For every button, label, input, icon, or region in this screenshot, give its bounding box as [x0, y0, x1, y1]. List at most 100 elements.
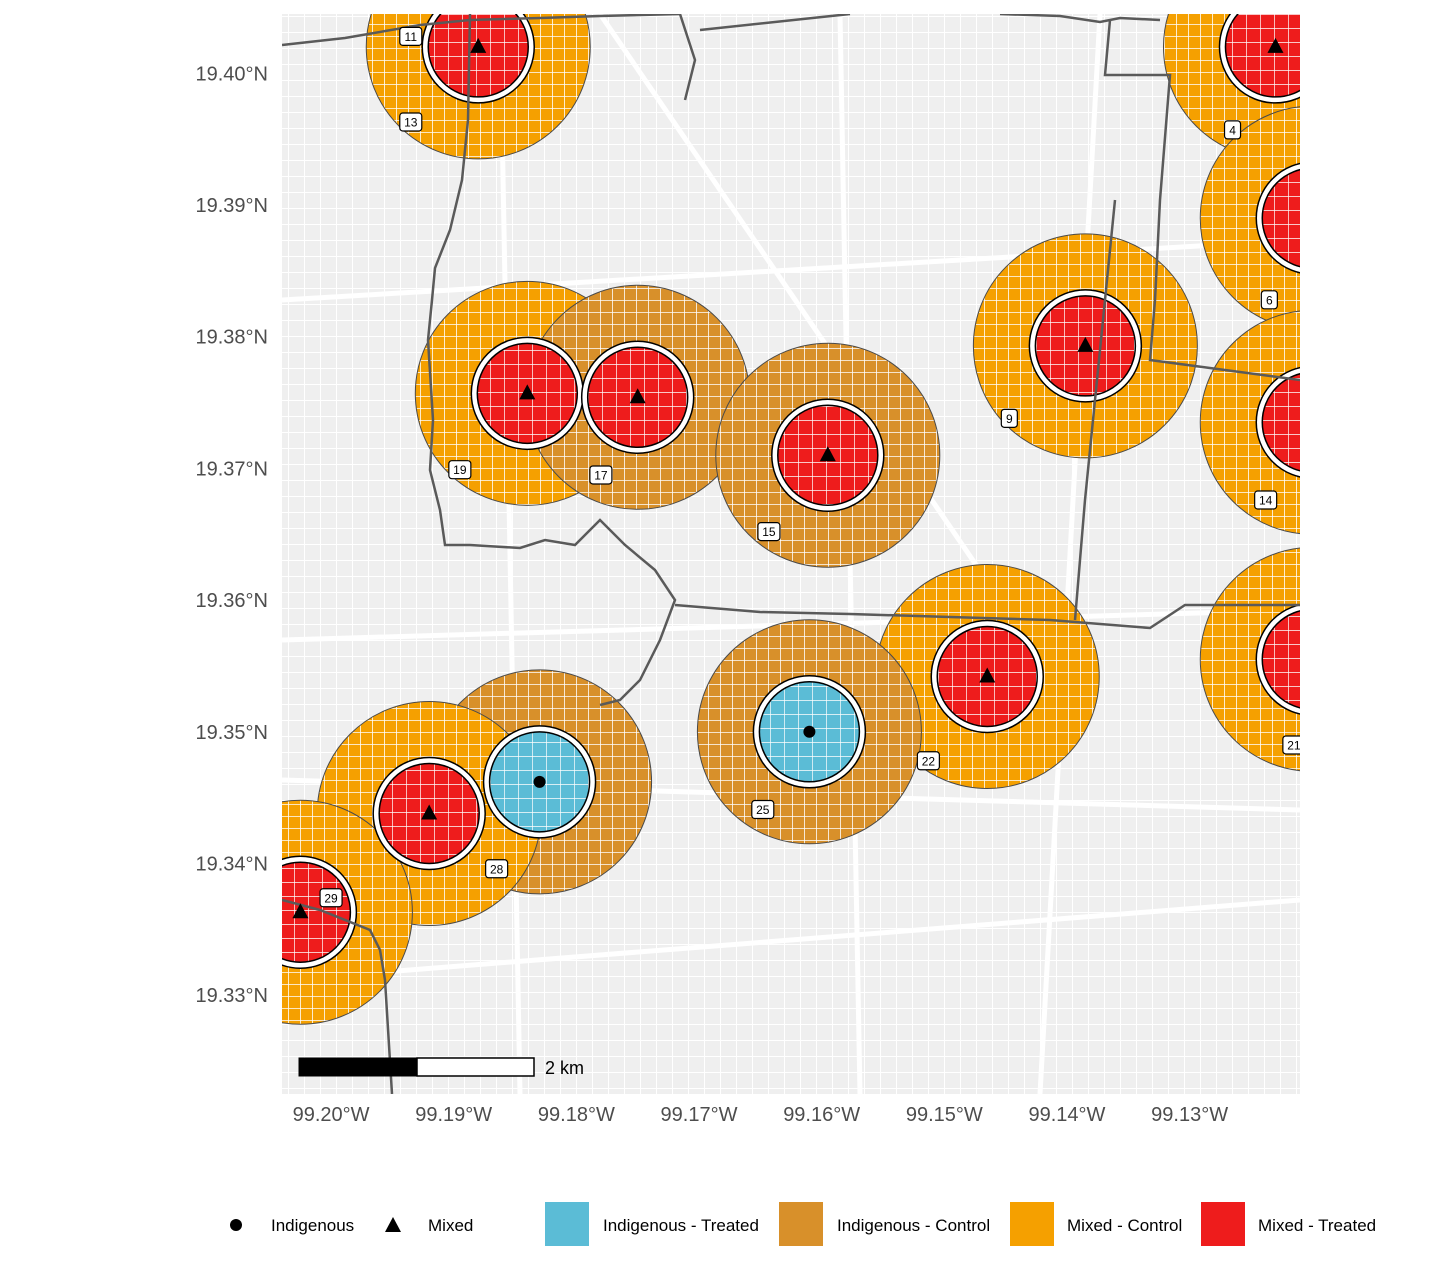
- mixed-marker: [1304, 650, 1320, 665]
- treated-core: [282, 861, 352, 963]
- site-label-19: 19: [448, 460, 472, 480]
- site-label-text: 4: [1229, 123, 1236, 137]
- legend-swatch-indigenous-control: [779, 1202, 823, 1246]
- site-label-text: 21: [1287, 738, 1301, 752]
- site-label-text: 29: [324, 891, 338, 905]
- site-core-21: [1255, 603, 1300, 715]
- lon-tick-label: 99.15°W: [906, 1104, 983, 1126]
- site-label-box: [916, 751, 940, 771]
- lon-tick-label: 99.14°W: [1028, 1104, 1105, 1126]
- mixed-marker: [292, 903, 309, 919]
- site-label-box: [1223, 120, 1242, 140]
- treated-core: [1224, 14, 1300, 98]
- lat-tick-label: 19.34°N: [196, 854, 269, 876]
- lat-tick-label: 19.38°N: [196, 327, 269, 349]
- legend-swatch-mixed-treated: [1201, 1202, 1245, 1246]
- lon-tick-label: 99.16°W: [783, 1104, 860, 1126]
- site-label-box: [448, 460, 472, 480]
- mixed-marker: [1304, 209, 1320, 224]
- site-label-text: 6: [1266, 293, 1273, 307]
- lat-tick-label: 19.40°N: [196, 63, 269, 85]
- site-markers: [292, 37, 1320, 919]
- lon-tick-label: 99.13°W: [1151, 1104, 1228, 1126]
- mixed-marker: [470, 37, 487, 53]
- lat-tick-label: 19.36°N: [196, 590, 269, 612]
- site-label-box: [1000, 408, 1018, 428]
- site-labels: 11 13 4 6 19 17 15 9 14 21 22 25 28 29: [319, 26, 1301, 908]
- mixed-marker: [1304, 413, 1320, 428]
- site-label-box: [1282, 735, 1300, 755]
- legend-label-mixed: Mixed: [428, 1216, 473, 1235]
- treated-core: [1261, 610, 1300, 709]
- legend-swatch-mixed-control: [1010, 1202, 1054, 1246]
- site-label-text: 13: [404, 116, 418, 130]
- site-label-15: 15: [757, 522, 781, 542]
- lat-tick-label: 19.39°N: [196, 195, 269, 217]
- scale-bar-label: 2 km: [545, 1058, 584, 1078]
- site-label-text: 15: [762, 525, 776, 539]
- scale-bar: 2 km: [298, 1057, 584, 1078]
- mixed-marker: [629, 388, 646, 404]
- site-label-box: [757, 522, 781, 542]
- legend-label-indigenous: Indigenous: [271, 1216, 354, 1235]
- site-label-22: 22: [916, 751, 940, 771]
- site-label-box: [319, 888, 343, 908]
- lon-tick-label: 99.20°W: [293, 1104, 370, 1126]
- lon-tick-label: 99.18°W: [538, 1104, 615, 1126]
- site-core-11: [421, 14, 535, 104]
- site-label-box: [485, 859, 509, 879]
- site-core-4: [1218, 14, 1300, 104]
- legend-mixed-triangle-icon: [385, 1217, 401, 1232]
- mixed-marker: [979, 667, 996, 683]
- site-label-11: 11: [399, 26, 423, 46]
- lon-tick-label: 99.19°W: [415, 1104, 492, 1126]
- site-buffer-14: [1199, 310, 1300, 535]
- site-label-box: [399, 26, 423, 46]
- site-label-25: 25: [751, 799, 775, 820]
- treated-core: [427, 14, 529, 98]
- site-label-box: [589, 465, 613, 485]
- site-core-6: [1255, 162, 1300, 274]
- lat-tick-label: 19.33°N: [196, 985, 269, 1007]
- site-label-text: 9: [1006, 412, 1013, 426]
- site-label-21: 21: [1282, 735, 1301, 755]
- map-panel: 11 13 4 6 19 17 15 9 14 21 22 25 28 29 2 km: [282, 14, 1320, 1094]
- lon-tick-label: 99.17°W: [661, 1104, 738, 1126]
- lat-tick-label: 19.35°N: [196, 722, 269, 744]
- site-label-4: 4: [1223, 120, 1242, 140]
- site-label-13: 13: [399, 112, 423, 132]
- site-label-28: 28: [485, 859, 509, 879]
- site-label-box: [1254, 490, 1278, 510]
- site-label-text: 14: [1259, 494, 1273, 508]
- legend-swatch-indigenous-treated: [545, 1202, 589, 1246]
- site-label-29: 29: [319, 888, 343, 908]
- district-borders: [282, 14, 1300, 1094]
- site-label-box: [1260, 290, 1278, 310]
- legend-label-mixed-treated: Mixed - Treated: [1258, 1216, 1376, 1235]
- site-label-text: 22: [922, 754, 936, 768]
- site-label-17: 17: [589, 465, 613, 485]
- mixed-marker: [519, 384, 536, 400]
- site-buffer-21: [1199, 547, 1300, 772]
- site-label-text: 19: [453, 463, 467, 477]
- mixed-marker: [421, 804, 438, 820]
- legend: Indigenous Mixed Indigenous - Treated In…: [230, 1202, 1376, 1246]
- site-label-text: 11: [405, 30, 418, 44]
- site-label-9: 9: [1000, 408, 1018, 428]
- site-buffers: [282, 14, 1300, 1025]
- site-label-text: 25: [756, 803, 770, 817]
- site-label-14: 14: [1254, 490, 1278, 510]
- site-core-14: [1255, 366, 1300, 478]
- legend-label-indigenous-treated: Indigenous - Treated: [603, 1216, 759, 1235]
- treated-core: [1261, 373, 1300, 472]
- site-label-text: 28: [490, 862, 504, 876]
- control-ring: [1199, 106, 1300, 330]
- scale-bar-white: [416, 1057, 535, 1077]
- legend-label-mixed-control: Mixed - Control: [1067, 1216, 1182, 1235]
- indigenous-marker: [533, 775, 546, 788]
- site-label-text: 17: [594, 468, 608, 482]
- mixed-marker: [1267, 37, 1284, 53]
- lat-tick-label: 19.37°N: [196, 458, 269, 480]
- control-ring: [1199, 310, 1300, 535]
- latitude-axis: 19.40°N 19.39°N 19.38°N 19.37°N 19.36°N 19.35…: [196, 63, 269, 1007]
